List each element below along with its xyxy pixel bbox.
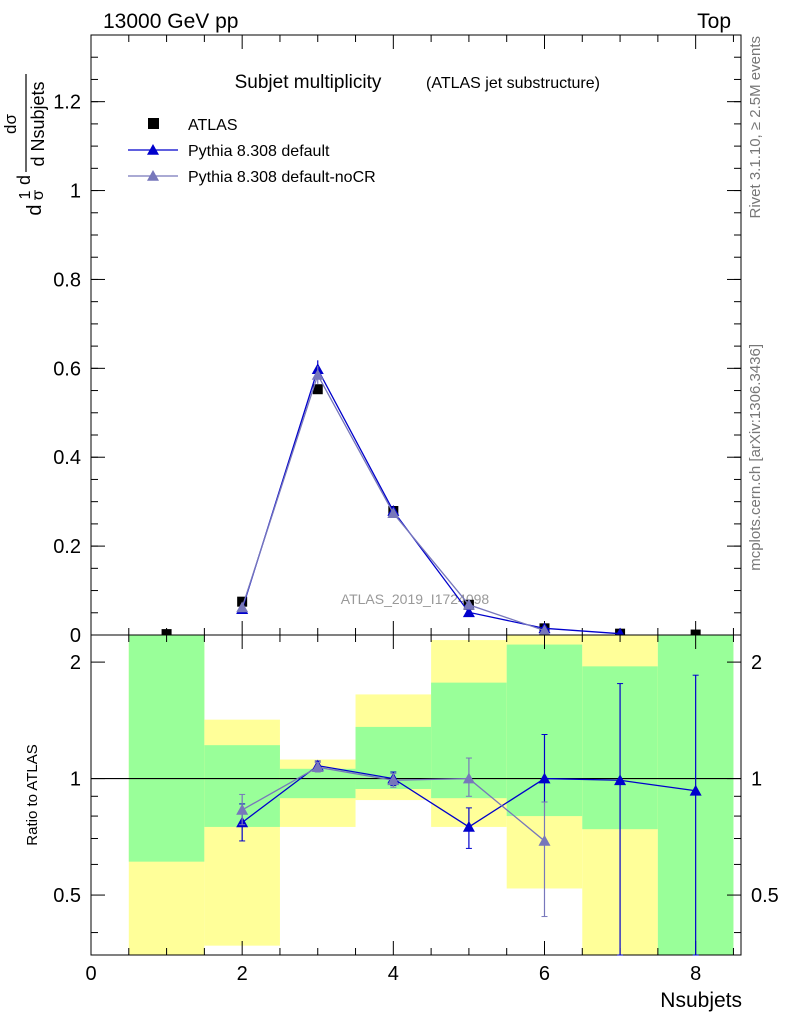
data-point-triangle (462, 598, 475, 610)
ratio-point-triangle (236, 803, 249, 815)
legend-marker-triangle (147, 170, 159, 181)
ratio-point-triangle (462, 820, 475, 832)
main-frame (90, 34, 742, 636)
ratio-point-triangle (311, 761, 324, 773)
watermark: ATLAS_2019_I1724098 (341, 591, 490, 607)
ratio-series-marks (236, 674, 702, 956)
ratio-ylabel: Ratio to ATLAS (24, 744, 41, 845)
process-label: Top (697, 10, 731, 33)
legend-label: ATLAS (188, 117, 238, 134)
legend-label: Pythia 8.308 default-noCR (188, 169, 376, 186)
x-tick-label: 4 (388, 963, 399, 985)
mcplots-label: mcplots.cern.ch [arXiv:1306.3436] (747, 344, 764, 571)
ylabel-deriv-den: d Nsubjets (28, 81, 48, 166)
y-tick-label: 0.8 (53, 269, 81, 291)
ratio-tick-label-right: 2 (751, 652, 762, 674)
ylabel-frac-num: 1 (17, 190, 34, 199)
ratio-bands (128, 635, 734, 955)
data-point-square (161, 629, 172, 640)
data-point-triangle (462, 606, 475, 618)
rivet-label: Rivet 3.1.10, ≥ 2.5M events (747, 36, 764, 219)
main-subtitle: (ATLAS jet substructure) (426, 75, 600, 92)
main-title: Subjet multiplicity (235, 72, 382, 93)
ratio-point-triangle (462, 772, 475, 784)
ratio-tick-label-right: 0.5 (751, 885, 779, 907)
ratio-tick-label-right: 1 (751, 769, 762, 791)
main-panel: Subjet multiplicity (ATLAS jet substruct… (53, 34, 742, 647)
legend-marker-triangle (147, 144, 159, 155)
main-ticks: 0 0.2 0.4 0.6 0.8 1 1.2 (53, 35, 741, 647)
ratio-frame (90, 634, 742, 956)
ylabel-deriv-num: dσ (1, 114, 20, 134)
x-axis: 0 2 4 6 8 (85, 963, 701, 985)
ratio-tick-label-left: 1 (70, 769, 81, 791)
data-point-triangle (538, 624, 551, 636)
energy-label: 13000 GeV pp (103, 10, 238, 33)
ylabel-frac-den: σ (30, 190, 47, 200)
y-tick-label: 0.2 (53, 536, 81, 558)
main-ylabel: 1 σ d dσ d Nsubjets d (1, 74, 48, 216)
ratio-point-triangle (614, 774, 627, 786)
y-tick-label: 0 (70, 625, 81, 647)
data-point-triangle (236, 601, 249, 613)
ratio-point-triangle (538, 772, 551, 784)
x-tick-label: 2 (237, 963, 248, 985)
legend-label: Pythia 8.308 default (188, 143, 330, 160)
ratio-tick-label-left: 2 (70, 652, 81, 674)
x-tick-label: 0 (85, 963, 96, 985)
legend-marker-square (148, 118, 159, 129)
x-tick-label: 6 (539, 963, 550, 985)
ylabel-d: d (24, 204, 46, 215)
data-point-triangle (311, 369, 324, 380)
y-tick-label: 1.2 (53, 92, 81, 114)
data-point-triangle (387, 507, 400, 519)
x-tick-label: 8 (690, 963, 701, 985)
y-tick-label: 0.4 (53, 447, 81, 469)
green-band (128, 635, 205, 862)
ratio-tick-label-left: 0.5 (53, 885, 81, 907)
ratio-point-triangle (538, 834, 551, 846)
ratio-point-triangle (689, 784, 702, 796)
legend: ATLAS Pythia 8.308 default Pythia 8.308 de… (128, 117, 376, 186)
ratio-panel: 0.5 0.5 1 1 2 2 (53, 634, 779, 956)
y-tick-label: 0.6 (53, 358, 81, 380)
data-point-square (312, 384, 323, 395)
ylabel-d-outer: d (14, 175, 34, 185)
ratio-point-triangle (387, 774, 400, 786)
green-band (279, 768, 356, 799)
series-line (241, 367, 621, 635)
y-tick-label: 1 (70, 181, 81, 203)
x-axis-label: Nsubjets (660, 989, 742, 1012)
